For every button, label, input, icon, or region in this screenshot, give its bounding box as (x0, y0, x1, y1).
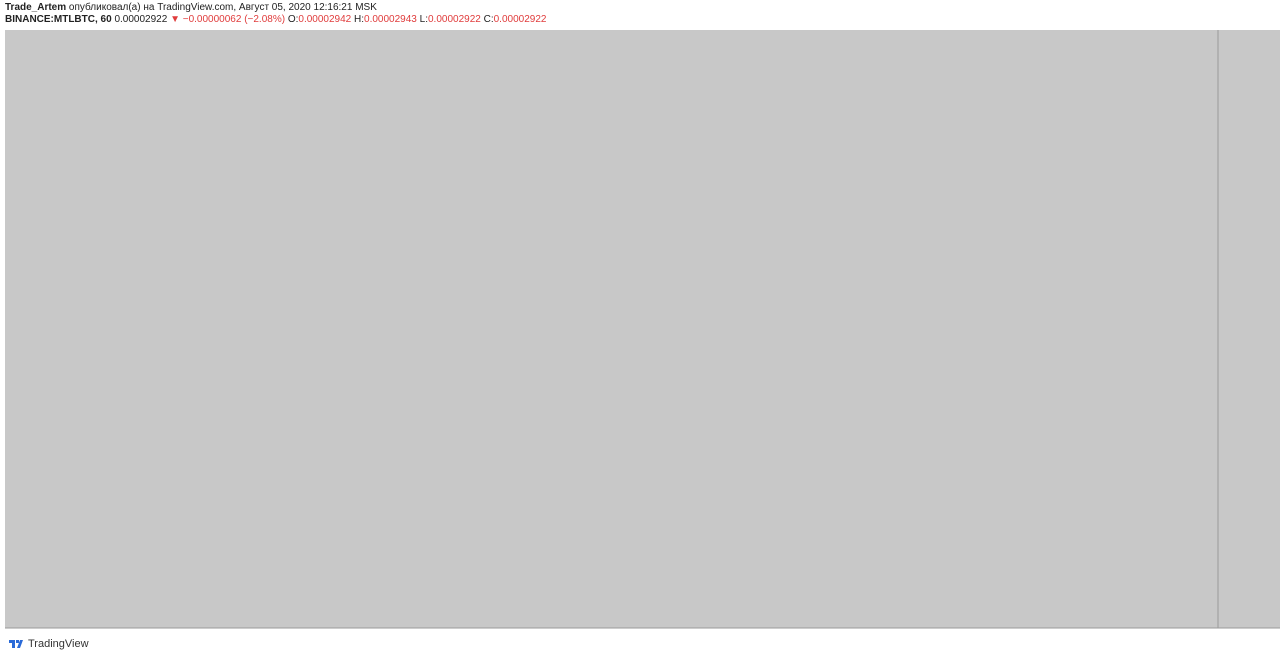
footer-text[interactable]: TradingView (28, 638, 89, 650)
tv-logo (9, 640, 23, 648)
c-label: C: (483, 14, 494, 25)
header-line-2: BINANCE:MTLBTC, 60 0.00002922 ▼ −0.00000… (5, 14, 546, 25)
change: ▼ −0.00000062 (−2.08%) (170, 14, 286, 25)
plot-background (5, 30, 1218, 628)
symbol: BINANCE:MTLBTC, 60 (5, 14, 112, 25)
h-label: H: (354, 14, 365, 25)
published: опубликовал(а) на TradingView.com, Авгус… (68, 2, 377, 13)
o-label: O: (287, 14, 299, 25)
l-value: 0.00002922 (428, 14, 481, 25)
h-value: 0.00002943 (364, 14, 417, 25)
o-value: 0.00002942 (298, 14, 352, 25)
last-price: 0.00002922 (114, 14, 168, 25)
c-value: 0.00002922 (493, 14, 547, 25)
price-axis-background (1218, 30, 1280, 628)
footer: TradingView (8, 638, 89, 650)
l-label: L: (419, 14, 428, 25)
chart (5, 30, 1280, 629)
author[interactable]: Trade_Artem (5, 2, 67, 13)
header-line-1: Trade_Artem опубликовал(а) на TradingVie… (5, 2, 377, 13)
